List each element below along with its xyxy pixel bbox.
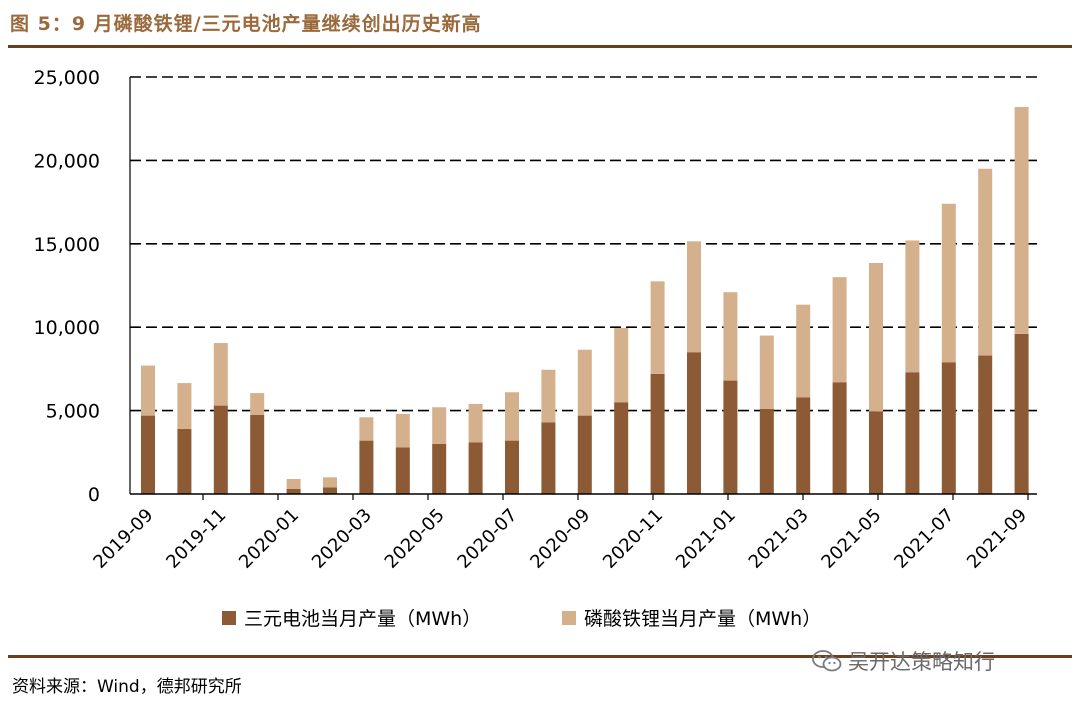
bar-series1-2021-06 xyxy=(905,372,920,494)
bar-series1-2020-07 xyxy=(505,440,519,494)
bar-series1-2020-03 xyxy=(359,440,374,494)
bar-series2-2019-12 xyxy=(250,393,265,415)
bar-series2-2021-07 xyxy=(941,203,956,363)
bar-series1-2021-02 xyxy=(759,408,774,494)
y-tick-label: 20,000 xyxy=(34,150,100,172)
x-tick-label: 2020-05 xyxy=(381,505,449,573)
bar-series2-2021-06 xyxy=(905,240,920,373)
x-tick-label: 2020-01 xyxy=(235,505,303,573)
legend-label-series1: 三元电池当月产量（MWh） xyxy=(244,608,481,630)
bar-series2-2021-01 xyxy=(723,292,738,381)
watermark: 吴开达策略知行 xyxy=(812,646,995,676)
bar-series1-2019-12 xyxy=(250,414,265,494)
bar-series2-2020-12 xyxy=(687,241,701,353)
grid-lines xyxy=(130,76,1037,412)
bar-series1-2021-05 xyxy=(869,411,883,494)
y-tick-label: 10,000 xyxy=(34,317,100,339)
bars xyxy=(141,107,1029,494)
bar-series1-2019-11 xyxy=(213,405,228,494)
bar-series2-2020-09 xyxy=(577,349,592,416)
y-tick-label: 15,000 xyxy=(34,234,100,256)
y-tick-label: 5,000 xyxy=(46,401,100,423)
legend: 三元电池当月产量（MWh） 磷酸铁锂当月产量（MWh） xyxy=(222,608,821,630)
x-tick-label: 2021-09 xyxy=(963,505,1031,573)
x-tick-label: 2021-03 xyxy=(745,505,813,573)
bar-series1-2020-04 xyxy=(395,447,410,494)
bar-series2-2019-10 xyxy=(177,383,192,429)
bar-series1-2021-09 xyxy=(1014,333,1029,494)
bar-series2-2021-04 xyxy=(832,277,847,383)
legend-label-series2: 磷酸铁锂当月产量（MWh） xyxy=(584,608,821,630)
bar-series1-2021-07 xyxy=(941,362,956,494)
y-tick-label: 25,000 xyxy=(34,67,100,89)
x-tick-label: 2021-01 xyxy=(672,505,740,573)
x-tick-label: 2020-09 xyxy=(526,505,594,573)
bar-series2-2021-03 xyxy=(796,304,811,398)
footer-rule xyxy=(8,655,1072,658)
y-tick-label: 0 xyxy=(88,484,100,506)
bar-series1-2020-08 xyxy=(541,422,556,494)
bar-series1-2020-09 xyxy=(577,415,592,494)
bar-series2-2021-08 xyxy=(978,168,993,356)
bar-series1-2019-09 xyxy=(141,415,155,494)
x-tick-label: 2020-07 xyxy=(453,505,521,573)
bar-series2-2021-05 xyxy=(869,262,883,412)
legend-swatch-series1 xyxy=(222,611,236,625)
bar-series2-2020-04 xyxy=(395,413,410,448)
x-tick-label: 2021-07 xyxy=(890,505,958,573)
wechat-icon xyxy=(812,650,842,672)
bar-series2-2020-08 xyxy=(541,369,556,423)
bar-series2-2021-02 xyxy=(759,335,774,409)
bar-series1-2020-01 xyxy=(286,488,301,494)
x-tick-label: 2020-11 xyxy=(599,505,667,573)
bar-series2-2019-11 xyxy=(213,343,228,406)
bar-series2-2020-02 xyxy=(323,477,337,488)
x-tick-label: 2020-03 xyxy=(308,505,376,573)
bar-series1-2020-05 xyxy=(432,443,447,494)
bar-series1-2019-10 xyxy=(177,428,192,494)
bar-series2-2021-09 xyxy=(1014,107,1029,334)
y-axis: 0 5,000 10,000 15,000 20,000 25,000 xyxy=(34,67,131,506)
bar-series1-2020-06 xyxy=(468,442,483,494)
x-tick-label: 2019-09 xyxy=(89,505,157,573)
x-tick-label: 2019-11 xyxy=(162,505,230,573)
source-note: 资料来源：Wind，德邦研究所 xyxy=(12,677,242,697)
figure-title: 图 5：9 月磷酸铁锂/三元电池产量继续创出历史新高 xyxy=(10,13,482,35)
bar-series2-2020-05 xyxy=(432,407,447,444)
bar-series2-2020-01 xyxy=(286,478,301,489)
bar-series1-2021-01 xyxy=(723,380,738,494)
x-tick-label: 2021-05 xyxy=(817,505,885,573)
bar-series2-2020-06 xyxy=(468,403,483,443)
bar-series2-2019-09 xyxy=(141,365,155,416)
bar-series1-2020-10 xyxy=(614,402,629,494)
title-rule xyxy=(8,45,1072,48)
bar-series1-2020-02 xyxy=(323,487,337,494)
bar-series2-2020-03 xyxy=(359,417,374,441)
bar-series1-2020-11 xyxy=(650,373,665,494)
bar-series2-2020-11 xyxy=(650,281,665,374)
bar-series2-2020-07 xyxy=(505,392,519,441)
bar-series1-2021-08 xyxy=(978,355,993,494)
watermark-text: 吴开达策略知行 xyxy=(848,650,995,674)
bar-series1-2021-03 xyxy=(796,397,811,494)
x-axis: 2019-09 2019-11 2020-01 2020-03 2020-05 2020-… xyxy=(89,493,1037,573)
bar-series1-2021-04 xyxy=(832,382,847,494)
legend-swatch-series2 xyxy=(562,611,576,625)
bar-series2-2020-10 xyxy=(614,328,629,403)
bar-series1-2020-12 xyxy=(687,352,701,494)
